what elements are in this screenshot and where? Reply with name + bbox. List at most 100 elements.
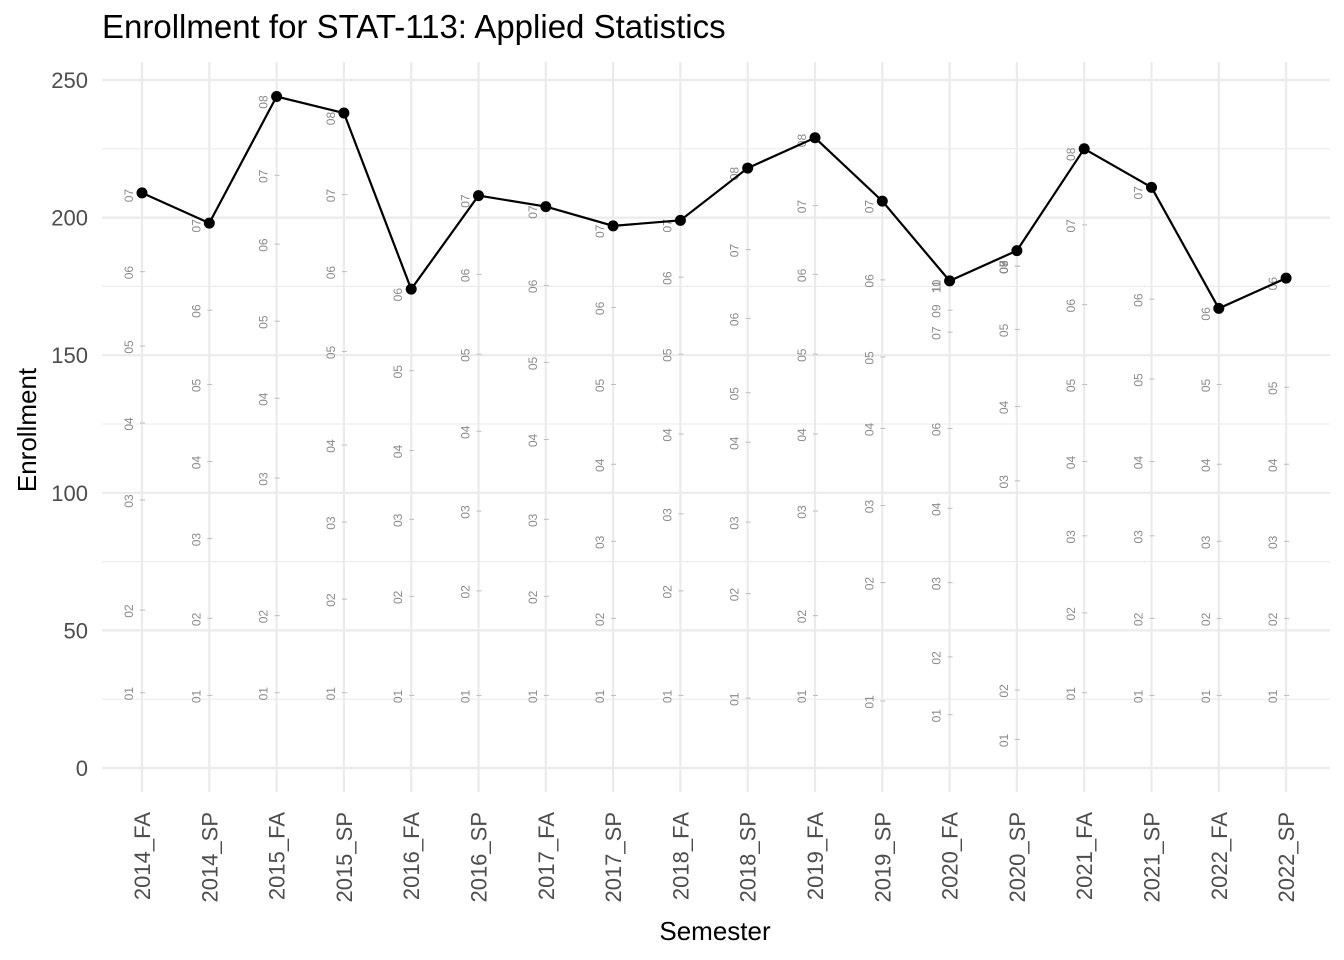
data-point: [405, 283, 417, 295]
annotation-label: 06: [593, 301, 607, 315]
annotation-label: 05: [1199, 378, 1213, 392]
annotation-label: 07: [324, 189, 338, 203]
data-point: [1011, 245, 1023, 257]
annotation-label: 04: [391, 445, 405, 459]
annotation-label: 02: [324, 593, 338, 607]
annotation-label: 01: [257, 687, 271, 701]
annotation-label: 03: [593, 535, 607, 549]
annotation-label: 03: [189, 533, 203, 547]
annotation-label: 08: [1064, 147, 1078, 161]
annotation-label: 01: [122, 687, 136, 701]
data-point: [1213, 302, 1225, 314]
annotation-label: 05: [660, 348, 674, 362]
data-point: [1280, 272, 1292, 284]
annotation-label: 07: [997, 260, 1011, 274]
annotation-labels: 0102030405060701020304050607010203040506…: [122, 95, 1290, 747]
annotation-label: 04: [795, 428, 809, 442]
y-axis-title: Enrollment: [12, 367, 42, 492]
x-tick-label: 2018_SP: [736, 812, 761, 903]
annotation-label: 08: [795, 134, 809, 148]
data-point: [136, 187, 148, 199]
annotation-label: 03: [122, 494, 136, 508]
data-point: [1078, 143, 1090, 155]
annotation-label: 04: [593, 458, 607, 472]
data-point: [809, 132, 821, 144]
annotation-label: 03: [862, 500, 876, 514]
annotation-label: 07: [593, 224, 607, 238]
annotation-label: 04: [660, 428, 674, 442]
annotation-label: 01: [660, 689, 674, 703]
annotation-label: 02: [930, 651, 944, 665]
y-tick-label: 150: [51, 343, 88, 368]
annotation-label: 09: [997, 260, 1011, 274]
series-line: [141, 95, 1287, 310]
annotation-label: 06: [997, 260, 1011, 274]
annotation-label: 03: [459, 505, 473, 519]
annotation-label: 05: [728, 387, 742, 401]
annotation-label: 01: [1064, 687, 1078, 701]
annotation-label: 07: [862, 200, 876, 214]
annotation-label: 02: [1266, 612, 1280, 626]
data-point: [607, 220, 619, 232]
annotation-label: 01: [593, 689, 607, 703]
annotation-label: 06: [795, 268, 809, 282]
annotation-label: 03: [795, 505, 809, 519]
annotation-label: 06: [930, 423, 944, 437]
x-tick-label: 2020_SP: [1005, 812, 1030, 903]
annotation-label: 06: [728, 312, 742, 326]
annotation-label: 05: [189, 378, 203, 392]
y-tick-label: 0: [76, 756, 88, 781]
x-tick-label: 2016_SP: [467, 812, 492, 903]
annotation-label: 06: [391, 288, 405, 302]
data-point: [540, 201, 552, 213]
annotation-label: 08: [257, 95, 271, 109]
x-tick-label: 2019_FA: [803, 812, 828, 900]
x-tick-label: 2019_SP: [870, 812, 895, 903]
annotation-label: 05: [997, 323, 1011, 337]
annotation-label: 07: [795, 200, 809, 214]
annotation-label: 01: [1132, 689, 1146, 703]
y-tick-label: 200: [51, 206, 88, 231]
x-tick-label: 2015_FA: [265, 812, 290, 900]
annotation-label: 02: [660, 585, 674, 599]
chart-title: Enrollment for STAT-113: Applied Statist…: [102, 8, 726, 45]
y-tick-label: 250: [51, 68, 88, 93]
annotation-label: 08: [324, 112, 338, 126]
annotation-label: 02: [257, 610, 271, 624]
annotation-label: 06: [1199, 307, 1213, 321]
annotation-label: 03: [728, 516, 742, 530]
annotation-label: 02: [997, 684, 1011, 698]
x-tick-label: 2020_FA: [938, 812, 963, 900]
annotation-label: 02: [122, 604, 136, 618]
data-point: [876, 195, 888, 207]
annotation-label: 02: [593, 612, 607, 626]
annotation-label: 05: [459, 348, 473, 362]
annotation-label: 07: [728, 244, 742, 258]
annotation-label: 07: [1132, 186, 1146, 200]
annotation-label: 03: [391, 513, 405, 527]
annotation-label: 03: [1199, 535, 1213, 549]
x-tick-label: 2021_FA: [1072, 812, 1097, 900]
annotation-label: 03: [324, 516, 338, 530]
annotation-label: 04: [1199, 458, 1213, 472]
data-point: [1146, 181, 1157, 193]
annotation-label: 04: [324, 439, 338, 453]
annotation-label: 04: [997, 400, 1011, 414]
annotation-label: 04: [257, 392, 271, 406]
annotation-label: 01: [391, 689, 405, 703]
x-tick-label: 2014_SP: [197, 812, 222, 903]
y-tick-label: 100: [51, 481, 88, 506]
annotation-label: 05: [257, 315, 271, 329]
data-point: [944, 275, 956, 287]
x-tick-label: 2022_FA: [1207, 812, 1232, 900]
annotation-label: 02: [391, 590, 405, 604]
annotation-label: 03: [660, 508, 674, 522]
annotation-label: 04: [1064, 456, 1078, 470]
data-point: [742, 162, 754, 174]
annotation-label: 01: [459, 689, 473, 703]
data-point: [473, 190, 484, 202]
annotation-label: 01: [189, 689, 203, 703]
annotation-label: 06: [862, 274, 876, 288]
annotation-label: 07: [122, 189, 136, 203]
